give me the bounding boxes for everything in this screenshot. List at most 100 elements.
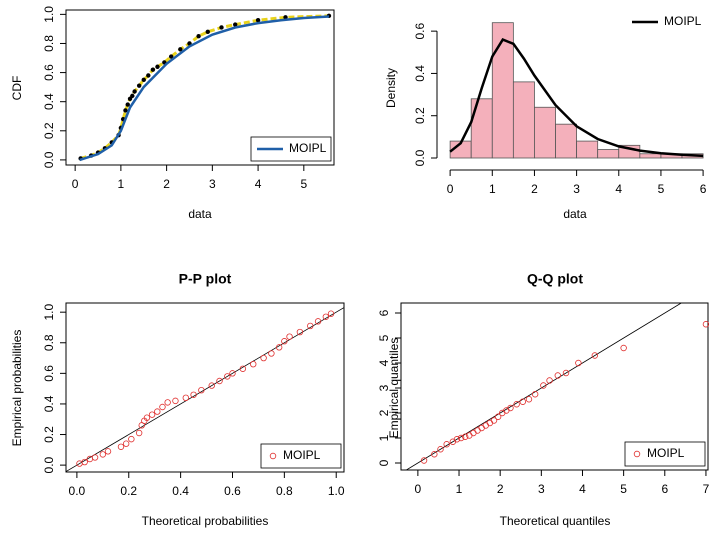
ecdf-point [255,17,261,23]
point [307,322,314,330]
point [182,394,190,402]
point [420,457,428,464]
ecdf-point [150,67,156,72]
point [554,372,561,379]
point [128,435,135,443]
y-tick-label: 4 [377,359,391,366]
point [443,441,450,448]
point [314,318,322,325]
histogram-bar [597,149,620,159]
y-axis-label: Empirical probabilities [10,330,24,447]
ecdf-line [80,14,330,160]
histogram-bar [576,140,599,159]
y-tick-label: 3 [377,384,391,391]
x-tick-label: 3 [209,177,216,191]
y-tick-label: 5 [377,334,391,341]
x-tick-label: 3 [538,482,545,496]
y-tick-label: 0.8 [42,334,56,351]
y-tick-label: 0.2 [42,426,56,443]
ecdf-point [233,22,238,27]
x-tick-label: 0.8 [276,484,293,498]
ecdf-point [155,64,160,69]
point [431,451,438,458]
y-tick-label: 0.0 [413,149,427,166]
point [104,448,112,455]
x-tick-label: 0.4 [172,484,189,498]
point [507,404,514,412]
point [224,373,231,380]
x-tick-label: 0.2 [120,484,137,498]
point [281,338,288,345]
histogram-bar [555,123,578,159]
legend-marker [269,452,277,460]
legend-label: MOIPL [283,448,321,462]
point [268,350,275,357]
point [275,344,283,351]
y-tick-label: 0.4 [42,395,56,412]
y-tick-label: 1.0 [42,6,56,23]
point [159,403,166,411]
x-tick-label: 7 [703,482,709,496]
y-tick-label: 2 [377,409,391,416]
x-axis-label: data [188,207,212,221]
point [490,417,498,424]
ecdf-point [283,15,288,20]
x-tick-label: 4 [255,177,262,191]
point [322,313,330,320]
ecdf-point [125,102,130,107]
point [437,446,444,453]
y-tick-label: 0.0 [42,456,56,473]
chart-title: P-P plot [179,271,232,287]
point [117,443,125,450]
point [135,429,143,437]
x-tick-label: 4 [579,482,586,496]
point [260,354,267,362]
y-tick-label: 0.8 [42,35,56,52]
x-tick-label: 6 [661,482,668,496]
density-line [449,38,704,158]
panel: 0 1 2 3 4 5 6 0.0 0.2 0.4 0.6 data Density MOIPL [384,14,707,221]
ecdf-point [136,83,142,88]
histogram-bar [639,153,662,159]
point [216,377,223,385]
point [562,369,570,377]
y-tick-label: 0.6 [42,365,56,382]
x-tick-label: 5 [658,182,665,196]
point [143,414,151,421]
ecdf-point [168,54,174,59]
point [575,359,582,367]
ecdf-point [219,25,224,30]
point [486,419,494,427]
panel: 0 1 2 3 4 5 6 7 0 1 2 3 4 5 6 Theoretical quantiles Empi… [377,271,709,528]
point [296,328,304,336]
y-tick-label: 0.6 [42,64,56,81]
legend-box [624,441,706,467]
histogram-bar [512,81,535,159]
point [239,365,247,372]
point [478,424,485,432]
x-axis-label: Theoretical probabilities [142,514,269,528]
legend-box [260,443,342,469]
point [286,333,293,340]
y-tick-label: 0.4 [42,93,56,110]
point [453,436,461,443]
x-axis-label: data [563,207,587,221]
x-tick-label: 4 [615,182,622,196]
chart-title: Q-Q plot [527,271,583,287]
reference-line [406,303,682,470]
x-axis-label: Theoretical quantiles [500,514,611,528]
x-tick-label: 5 [300,177,307,191]
point [148,411,156,418]
y-tick-label: 1.0 [42,304,56,321]
ecdf-point [141,77,146,83]
point [250,360,257,368]
point [482,422,489,429]
point [327,310,335,317]
point [525,396,533,403]
ecdf-point [178,47,183,52]
y-tick-label: 0.6 [413,22,427,39]
x-tick-label: 0 [72,177,79,191]
x-tick-label: 0.6 [224,484,241,498]
legend-label: MOIPL [647,446,685,460]
point [208,382,215,389]
